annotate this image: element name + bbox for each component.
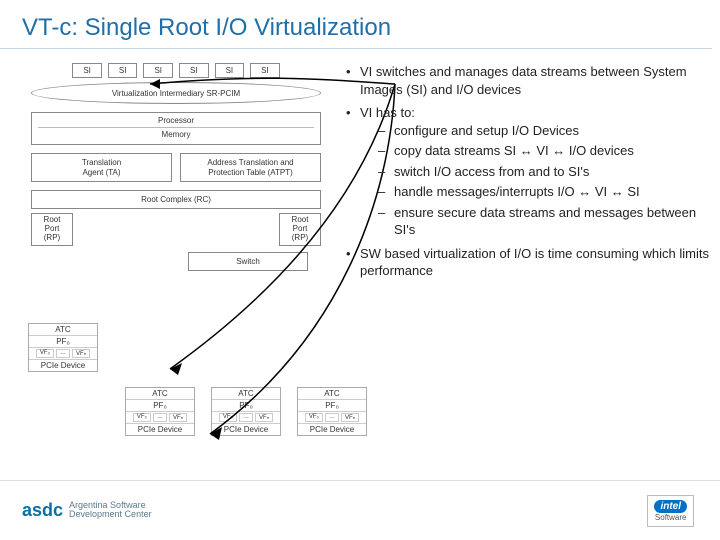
- si-box: SI: [72, 63, 102, 78]
- bullet-item: SW based virtualization of I/O is time c…: [340, 245, 714, 280]
- si-box: SI: [215, 63, 245, 78]
- sub-item: ensure secure data streams and messages …: [378, 204, 714, 239]
- pf-label: PF₀: [29, 336, 97, 348]
- pcie-device: ATC PF₀ VF₀…VFₙ PCIe Device: [211, 387, 281, 436]
- si-box: SI: [108, 63, 138, 78]
- root-port: RootPort(RP): [31, 213, 73, 245]
- sub-list: configure and setup I/O Devices copy dat…: [360, 122, 714, 239]
- footer: asdc Argentina Software Development Cent…: [0, 480, 720, 540]
- asdc-mark: asdc: [22, 501, 63, 521]
- slide-title: VT-c: Single Root I/O Virtualization: [0, 0, 712, 49]
- root-port-row: RootPort(RP) RootPort(RP): [31, 213, 321, 245]
- atpt-box: Address Translation andProtection Table …: [180, 153, 321, 182]
- translation-row: TranslationAgent (TA) Address Translatio…: [31, 153, 321, 182]
- pcie-bottom-row: ATC PF₀ VF₀…VFₙ PCIe Device ATC PF₀ VF₀……: [125, 387, 367, 436]
- root-complex: Root Complex (RC): [31, 190, 321, 209]
- si-box: SI: [250, 63, 280, 78]
- si-row: SI SI SI SI SI SI: [22, 63, 330, 78]
- vi-oval: Virtualization Intermediary SR-PCIM: [31, 82, 321, 104]
- intel-logo: intel Software: [647, 495, 694, 527]
- switch-block: Switch: [188, 252, 308, 271]
- pcie-label: PCIe Device: [29, 360, 97, 371]
- content-area: SI SI SI SI SI SI Virtualization Interme…: [0, 49, 720, 286]
- ta-box: TranslationAgent (TA): [31, 153, 172, 182]
- bullet-list: VI switches and manages data streams bet…: [330, 63, 720, 286]
- sub-item: handle messages/interrupts I/O ↔ VI ↔ SI: [378, 183, 714, 201]
- sub-item: switch I/O access from and to SI's: [378, 163, 714, 181]
- sub-item: configure and setup I/O Devices: [378, 122, 714, 140]
- root-port: RootPort(RP): [279, 213, 321, 245]
- vf-row: VF₀…VFₙ: [29, 348, 97, 360]
- intel-sub: Software: [655, 513, 687, 522]
- si-box: SI: [143, 63, 173, 78]
- pcie-device: ATC PF₀ VF₀…VFₙ PCIe Device: [125, 387, 195, 436]
- atc-label: ATC: [29, 324, 97, 336]
- bullet-item: VI has to: configure and setup I/O Devic…: [340, 104, 714, 239]
- asdc-logo: asdc Argentina Software Development Cent…: [22, 501, 152, 521]
- memory-label: Memory: [32, 128, 320, 141]
- intel-mark: intel: [654, 500, 687, 513]
- processor-label: Processor: [38, 116, 314, 128]
- bullet-item: VI switches and manages data streams bet…: [340, 63, 714, 98]
- asdc-text: Argentina Software Development Center: [69, 501, 152, 521]
- sub-item: copy data streams SI ↔ VI ↔ I/O devices: [378, 142, 714, 160]
- si-box: SI: [179, 63, 209, 78]
- diagram: SI SI SI SI SI SI Virtualization Interme…: [0, 63, 330, 286]
- pcie-device: ATC PF₀ VF₀…VFₙ PCIe Device: [297, 387, 367, 436]
- processor-block: Processor Memory: [31, 112, 321, 145]
- pcie-device-left: ATC PF₀ VF₀…VFₙ PCIe Device: [28, 323, 98, 372]
